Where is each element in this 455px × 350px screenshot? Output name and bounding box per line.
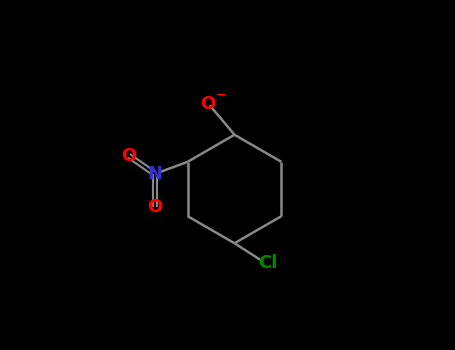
Text: Cl: Cl xyxy=(258,253,278,272)
Text: N: N xyxy=(147,165,162,183)
Text: O: O xyxy=(147,198,162,216)
Text: O: O xyxy=(200,94,216,112)
Text: O: O xyxy=(121,147,136,165)
Text: −: − xyxy=(216,88,227,101)
